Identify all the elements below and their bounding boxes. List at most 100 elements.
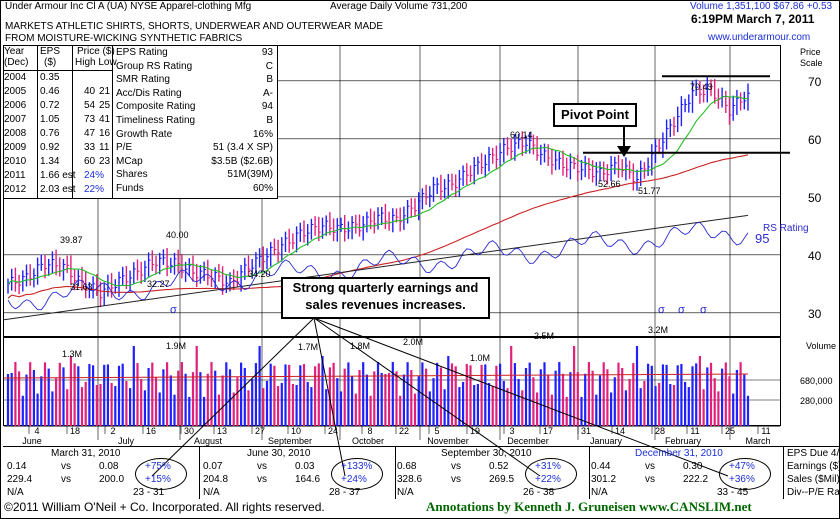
vs-label: vs bbox=[61, 461, 71, 472]
sales-prior: 269.5 bbox=[489, 474, 515, 485]
volume-bar bbox=[539, 369, 542, 426]
volume-bar bbox=[240, 362, 243, 426]
volume-bar bbox=[476, 383, 479, 426]
highlow-subheader: High Low bbox=[75, 57, 117, 68]
volume-axis-label: Volume bbox=[806, 341, 837, 351]
volume-bar bbox=[680, 364, 683, 426]
ma-50-day-line bbox=[7, 95, 749, 287]
callout-line bbox=[313, 317, 541, 477]
fund-eps: 0.35 bbox=[40, 72, 60, 83]
volume-bar bbox=[480, 364, 483, 426]
fundamentals-row: 2011 1.66 est 24% bbox=[4, 170, 112, 184]
vs-label: vs bbox=[257, 461, 267, 472]
fund-year: 2007 bbox=[4, 114, 27, 125]
volume-bar bbox=[473, 385, 476, 426]
volume-bar bbox=[306, 381, 309, 426]
company-name: Under Armour Inc Cl A (UA) NYSE Apparel-… bbox=[5, 1, 251, 13]
volume-bar bbox=[77, 366, 80, 426]
fund-high: 73 bbox=[84, 114, 96, 125]
volume-bar bbox=[121, 363, 124, 426]
rating-value: C bbox=[265, 60, 273, 72]
fund-low: 41 bbox=[99, 114, 111, 125]
volume-bar bbox=[735, 369, 738, 426]
volume-bar bbox=[591, 370, 594, 426]
dec-subheader: (Dec) bbox=[4, 57, 29, 68]
volume-bar bbox=[40, 376, 43, 426]
volume-bar bbox=[106, 364, 109, 426]
rating-value: B bbox=[266, 74, 273, 86]
volume-bar bbox=[639, 388, 642, 426]
volume-bar bbox=[103, 364, 106, 426]
volume-bar bbox=[114, 386, 117, 426]
volume-bar bbox=[84, 381, 87, 426]
volume-annotation-label: 1.0M bbox=[470, 353, 490, 363]
volume-bar bbox=[484, 364, 487, 426]
price-tick-label: 30 bbox=[808, 307, 822, 321]
volume-bar bbox=[595, 394, 598, 426]
fund-year: 2009 bbox=[4, 142, 27, 153]
volume-bar bbox=[110, 382, 113, 426]
volume-bar bbox=[362, 362, 365, 426]
volume-bar bbox=[169, 375, 172, 426]
volume-bar bbox=[376, 362, 380, 426]
day-tick-label: 13 bbox=[217, 426, 227, 436]
volume-annotation-label: 1.9M bbox=[166, 341, 186, 351]
volume-bar bbox=[6, 374, 10, 426]
volume-bar bbox=[236, 377, 239, 426]
volume-bar bbox=[36, 393, 39, 426]
annotations-credit: Annotations by Kenneth J. Gruneisen www.… bbox=[426, 499, 752, 514]
volume-bar bbox=[613, 377, 616, 426]
month-label: December bbox=[507, 436, 549, 446]
pe-value: N/A bbox=[397, 487, 414, 498]
day-tick-label: 8 bbox=[367, 426, 372, 436]
volume-bar bbox=[299, 365, 302, 426]
eps-prior: 0.30 bbox=[683, 461, 703, 472]
volume-bar bbox=[51, 391, 54, 426]
fundamentals-row: 2008 0.76 47 16 bbox=[4, 128, 112, 142]
volume-bar bbox=[25, 374, 28, 426]
volume-bar bbox=[402, 374, 405, 426]
fund-eps: 2.03 est bbox=[40, 184, 76, 195]
eps-prior: 0.52 bbox=[489, 461, 509, 472]
fundamentals-row: 2012 2.03 est 22% bbox=[4, 184, 112, 198]
volume-bar bbox=[565, 396, 568, 426]
month-label: March bbox=[745, 436, 770, 446]
website-link[interactable]: www.underarmour.com bbox=[708, 32, 811, 43]
volume-bar bbox=[676, 365, 679, 426]
volume-bar bbox=[617, 362, 620, 426]
volume-bar bbox=[214, 370, 217, 426]
volume-bar bbox=[706, 367, 709, 426]
volume-bar bbox=[698, 356, 701, 426]
volume-bar bbox=[510, 346, 513, 426]
avg-volume: Average Daily Volume 731,200 bbox=[330, 1, 468, 12]
relative-strength-line bbox=[7, 221, 749, 311]
volume-bar bbox=[369, 395, 372, 426]
month-label: September bbox=[268, 436, 312, 446]
moving-averages bbox=[3, 95, 749, 321]
pe-range: 23 - 31 bbox=[133, 487, 165, 498]
volume-bar bbox=[358, 369, 361, 426]
sales-current: 229.4 bbox=[7, 474, 33, 485]
fund-year: 2012 bbox=[4, 184, 27, 195]
fundamentals-row: 2007 1.05 73 41 bbox=[4, 114, 112, 128]
volume-bar bbox=[332, 362, 335, 426]
highlight-oval bbox=[135, 458, 187, 490]
fund-year: 2005 bbox=[4, 86, 27, 97]
callout-line bbox=[313, 317, 346, 477]
volume-bar bbox=[166, 362, 169, 426]
vs-label: vs bbox=[61, 474, 71, 485]
fund-high: 54 bbox=[84, 100, 96, 111]
volume-bar bbox=[302, 364, 306, 426]
volume-bar bbox=[14, 362, 17, 426]
vs-label: vs bbox=[451, 474, 461, 485]
fundamentals-row: 2006 0.72 54 25 bbox=[4, 100, 112, 114]
fund-eps: 1.05 bbox=[40, 114, 60, 125]
volume-bar bbox=[195, 346, 198, 426]
day-tick-label: 24 bbox=[328, 426, 338, 436]
price-tick-label: 60 bbox=[808, 133, 822, 147]
volume-bar bbox=[336, 378, 339, 426]
volume-bar bbox=[576, 372, 579, 426]
volume-bar bbox=[140, 379, 143, 426]
volume-bar bbox=[221, 375, 224, 426]
quarter-column: September 30, 2010 0.68 vs 0.52 +31% 328.6 vs 2… bbox=[393, 447, 590, 499]
